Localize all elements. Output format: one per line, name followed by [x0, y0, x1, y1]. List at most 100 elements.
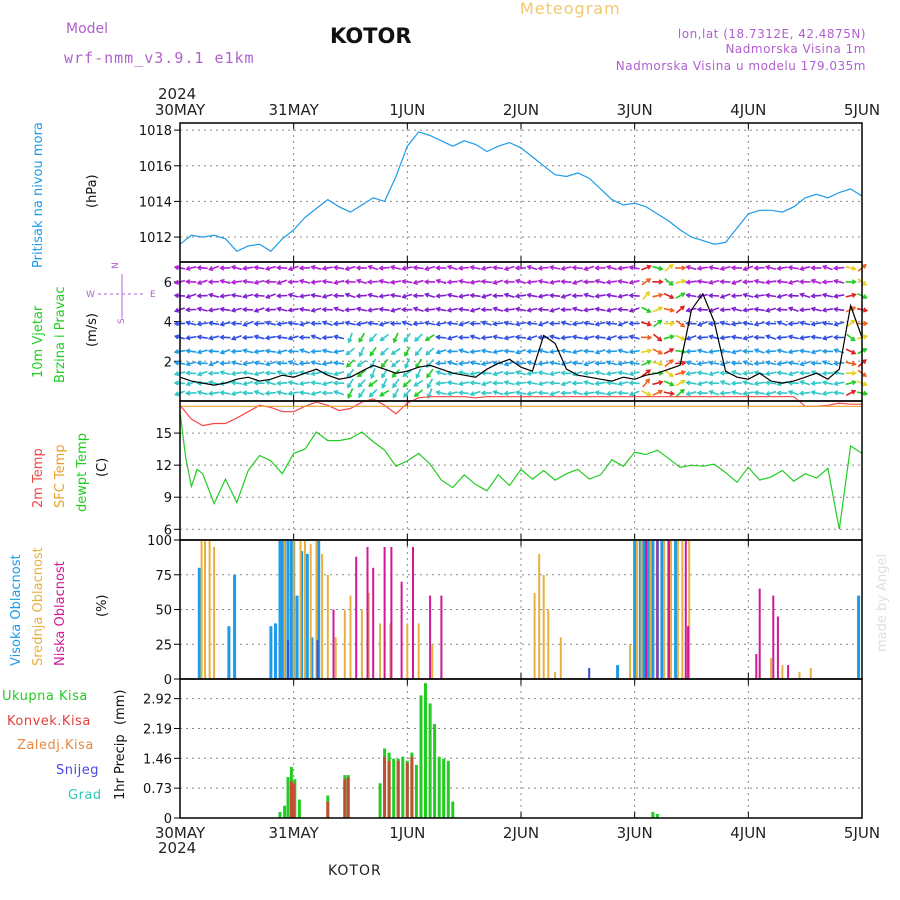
wind-arrow-head [185, 320, 191, 326]
wind-arrow-shaft [447, 335, 458, 340]
wind-arrow-shaft [436, 370, 447, 376]
wind-arrow-shaft [765, 371, 777, 375]
wind-arrow-shaft [811, 349, 822, 354]
wind-arrow-head [426, 373, 432, 379]
wind-arrow-head [681, 265, 687, 271]
wind-arrow-shaft [265, 380, 276, 386]
wind-arrow-head [344, 320, 350, 326]
wind-arrow-head [310, 279, 316, 285]
wind-arrow-shaft [595, 348, 606, 354]
wind-arrow-shaft [197, 370, 208, 376]
wind-arrow-shaft [197, 349, 208, 354]
wind-arrow-shaft [743, 308, 754, 312]
precip-bar [278, 811, 282, 818]
wind-arrow-head [764, 292, 771, 299]
wind-arrow [310, 380, 322, 386]
wind-arrow [617, 348, 629, 354]
wind-arrow [642, 290, 651, 301]
wind-arrow-head [764, 348, 770, 355]
wind-arrow-shaft [426, 368, 434, 378]
wind-arrow-shaft [300, 279, 311, 284]
wind-arrow-head [645, 378, 651, 384]
wind-arrow [560, 348, 572, 354]
wind-arrow-shaft [629, 371, 640, 376]
wind-arrow-shaft [390, 280, 402, 284]
wind-arrow [321, 306, 333, 313]
wind-arrow [685, 380, 697, 386]
wind-arrow-head [287, 335, 293, 341]
wind-arrow-head [264, 320, 271, 326]
wind-arrow [503, 265, 515, 272]
wind-arrow-head [628, 360, 634, 366]
wind-arrow-head [657, 336, 663, 342]
wind-arrow-shaft [572, 322, 583, 325]
cloud-bar [233, 574, 237, 680]
wind-arrow-shaft [368, 322, 379, 325]
wind-arrow-head [719, 380, 725, 386]
cloud-bar [287, 640, 289, 679]
wind-arrow-head [230, 360, 237, 366]
wind-arrow-shaft [493, 390, 504, 396]
wind-arrow-shaft [709, 279, 720, 284]
wind-arrow-shaft [347, 388, 354, 398]
wind-arrow-shaft [403, 388, 412, 398]
wind-arrow [560, 265, 572, 271]
wind-arrow-head [503, 307, 509, 313]
wind-arrow-shaft [414, 389, 424, 397]
wind-arrow-head [548, 307, 555, 313]
wind-arrow [787, 265, 799, 271]
wind-arrow-shaft [277, 391, 288, 395]
wind-arrow-shaft [186, 392, 197, 395]
wind-arrow-shaft [197, 307, 208, 312]
wind-arrow [207, 320, 220, 326]
wind-arrow-head [332, 380, 338, 386]
wind-arrow-shaft [640, 321, 652, 326]
wind-arrow [549, 334, 561, 340]
wind-arrow-head [680, 379, 686, 385]
wind-arrow-head [435, 360, 441, 366]
wind-arrow [446, 307, 458, 313]
wind-arrow-shaft [720, 361, 731, 366]
wind-arrow-shaft [356, 279, 367, 285]
wind-arrow-shaft [606, 322, 617, 325]
cloud-bar [429, 595, 432, 679]
wind-arrow [560, 293, 572, 299]
wind-arrow [503, 335, 515, 341]
wind-arrow [414, 346, 423, 357]
y-tick-label: 6 [164, 276, 172, 291]
wind-arrow-shaft [243, 336, 254, 339]
wind-arrow-head [390, 350, 396, 355]
wind-arrow-shaft [845, 361, 856, 366]
cloud-bar [204, 540, 206, 679]
wind-arrow-head [719, 293, 725, 299]
wind-arrow-head [321, 381, 327, 387]
wind-arrow-shaft [254, 266, 265, 270]
cloud-bar [383, 547, 386, 679]
wind-arrow [242, 321, 254, 327]
wind-arrow-head [571, 349, 578, 355]
wind-arrow-head [492, 334, 498, 340]
wind-arrow-head [628, 292, 634, 299]
wind-arrow-shaft [811, 381, 822, 385]
wind-arrow [560, 279, 572, 285]
wind-arrow-shaft [777, 321, 788, 326]
wind-arrow-shaft [550, 382, 561, 385]
wind-arrow-shaft [436, 279, 447, 285]
wind-arrow-shaft [675, 380, 685, 387]
wind-arrow-head [367, 292, 373, 298]
bottom-date-label: 1JUN [389, 824, 425, 842]
wind-arrow [208, 360, 220, 367]
y-tick-label: 9 [164, 491, 172, 506]
wind-arrow-head [658, 380, 664, 386]
compass-rose: N W E S [86, 262, 156, 324]
wind-arrow [730, 349, 743, 355]
wind-arrow-shaft [618, 266, 629, 270]
wind-arrow [457, 360, 470, 367]
wind-arrow-shaft [561, 280, 572, 284]
wind-arrow-head [367, 264, 373, 270]
wind-arrow [332, 292, 345, 299]
cloud-bar [208, 540, 211, 679]
wind-arrow-shaft [425, 265, 436, 271]
wind-arrow-shaft [652, 381, 663, 386]
wind-arrow-head [787, 292, 793, 299]
